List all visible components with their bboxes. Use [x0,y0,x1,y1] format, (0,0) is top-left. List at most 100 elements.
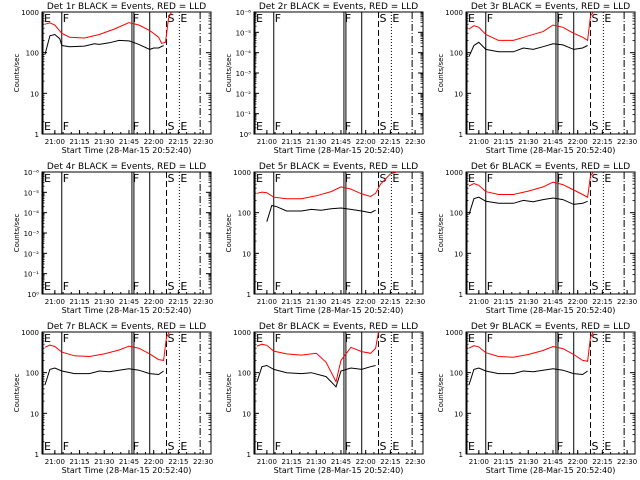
marker-label-bottom: E [392,440,399,453]
marker-label-top: S [168,172,175,185]
marker-label-top: F [345,12,351,25]
x-tick-label: 21:15 [69,298,89,306]
marker-label-top: F [275,172,281,185]
y-tick-label: 10⁻⁵ [24,189,40,197]
x-tick-label: 21:45 [119,458,139,466]
plot-frame [465,171,636,295]
marker-label-top: F [345,172,351,185]
series-line-events [256,364,376,388]
series-line-lld [44,11,172,44]
series-line-lld [256,171,398,200]
marker-label-top: F [133,12,139,25]
marker-label-bottom: E [392,280,399,293]
marker-label-bottom: F [275,280,281,293]
y-axis-label: Counts/sec [225,374,233,413]
x-tick-label: 21:00 [257,298,277,306]
x-tick-label: 21:45 [331,458,351,466]
marker-label-top: E [256,172,263,185]
plot-frame [41,11,212,135]
marker-label-top: E [468,12,475,25]
y-tick-label: 1 [35,451,39,459]
panel-title: Det 1r BLACK = Events, RED = LLD [47,2,206,12]
marker-label-top: F [557,172,563,185]
y-tick-label: 1 [247,291,251,299]
x-axis-label: Start Time (28-Mar-15 20:52:40) [62,146,192,155]
x-tick-label: 21:00 [469,298,489,306]
y-tick-label: 100 [26,370,39,378]
x-tick-label: 21:15 [69,458,89,466]
marker-label-bottom: F [63,120,69,133]
x-axis-label: Start Time (28-Mar-15 20:52:40) [274,146,404,155]
y-tick-label: 10⁰ [239,131,251,139]
y-tick-label: 1000 [445,329,463,337]
marker-label-top: F [133,332,139,345]
series-line-events [266,204,376,222]
x-tick-label: 22:15 [168,458,188,466]
marker-label-bottom: E [468,120,475,133]
y-tick-label: 10⁻³ [236,70,252,78]
x-axis-label: Start Time (28-Mar-15 20:52:40) [486,306,616,315]
x-tick-label: 21:15 [281,138,301,146]
marker-label-top: E [44,332,51,345]
marker-label-top: E [256,12,263,25]
y-tick-label: 10 [242,410,251,418]
marker-label-top: E [468,332,475,345]
marker-label-top: E [180,332,187,345]
marker-label-bottom: F [133,280,139,293]
y-tick-label: 10 [30,410,39,418]
panel-title: Det 9r BLACK = Events, RED = LLD [471,322,630,332]
y-axis-label: Counts/sec [225,54,233,93]
x-tick-label: 21:30 [94,298,114,306]
marker-label-bottom: E [44,280,51,293]
marker-label-top: F [557,12,563,25]
x-tick-label: 22:30 [617,138,637,146]
marker-label-bottom: F [487,120,493,133]
panel-title: Det 8r BLACK = Events, RED = LLD [259,322,418,332]
x-axis-label: Start Time (28-Mar-15 20:52:40) [62,306,192,315]
marker-label-top: S [380,12,387,25]
y-tick-label: 10⁻² [236,90,252,98]
panel-title: Det 3r BLACK = Events, RED = LLD [471,2,630,12]
y-tick-label: 10 [242,250,251,258]
x-tick-label: 21:15 [281,458,301,466]
marker-label-bottom: F [275,440,281,453]
y-tick-label: 1000 [233,329,251,337]
x-tick-label: 21:45 [119,298,139,306]
marker-label-bottom: S [380,440,387,453]
series-line-lld [468,11,594,42]
marker-label-bottom: E [468,280,475,293]
x-tick-label: 22:00 [568,298,588,306]
x-tick-label: 21:45 [119,138,139,146]
x-tick-label: 21:00 [45,138,65,146]
y-tick-label: 1 [459,451,463,459]
marker-label-bottom: F [487,280,493,293]
x-tick-label: 21:30 [518,458,538,466]
detector-panel-6: Det 6r BLACK = Events, RED = LLD Start Ti… [437,162,637,315]
y-tick-label: 10⁰ [27,291,39,299]
x-tick-label: 22:15 [592,138,612,146]
marker-label-top: S [380,172,387,185]
marker-label-top: F [557,332,563,345]
series-line-events [468,41,588,57]
x-tick-label: 21:00 [469,138,489,146]
x-tick-label: 21:15 [281,298,301,306]
x-tick-label: 21:00 [45,458,65,466]
x-axis-label: Start Time (28-Mar-15 20:52:40) [486,146,616,155]
marker-label-top: F [63,332,69,345]
y-tick-label: 1000 [233,169,251,177]
y-tick-label: 10 [30,90,39,98]
marker-label-bottom: E [256,120,263,133]
marker-label-bottom: S [592,120,599,133]
y-tick-label: 1000 [445,9,463,17]
x-tick-label: 21:00 [45,298,65,306]
marker-label-top: E [392,172,399,185]
x-tick-label: 21:15 [493,138,513,146]
x-tick-label: 22:15 [380,458,400,466]
plot-frame [253,11,424,135]
marker-label-bottom: F [557,280,563,293]
marker-label-top: F [63,172,69,185]
marker-label-bottom: S [380,280,387,293]
x-tick-label: 22:30 [405,138,425,146]
series-line-events [468,367,588,386]
